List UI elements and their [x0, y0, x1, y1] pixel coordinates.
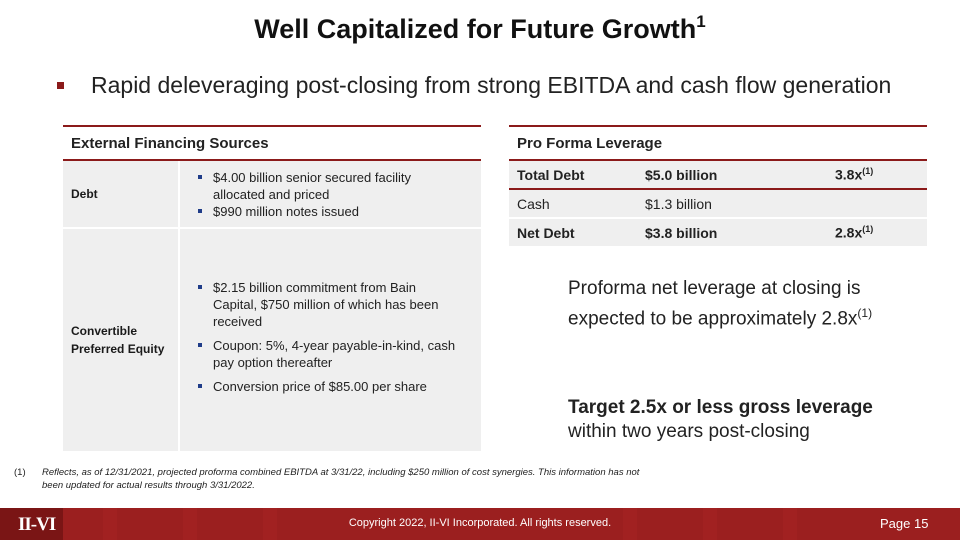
row-amount: $3.8 billion: [645, 224, 718, 241]
row-amount: $5.0 billion: [645, 166, 718, 183]
net-leverage-note: Proforma net leverage at closing is expe…: [568, 278, 873, 330]
table-row: Convertible Preferred Equity $2.15 billi…: [63, 229, 481, 451]
list-item: $2.15 billion commitment from Bain Capit…: [198, 279, 457, 330]
footer-pattern: [63, 508, 960, 540]
headline-bullet: Rapid deleveraging post-closing from str…: [57, 72, 891, 99]
row-label: Debt: [63, 161, 180, 227]
list-item: $4.00 billion senior secured facility al…: [198, 169, 457, 203]
row-multiple: 3.8x(1): [835, 166, 874, 183]
row-multiple: 2.8x(1): [835, 224, 874, 241]
footnote-text: Reflects, as of 12/31/2021, projected pr…: [42, 467, 640, 491]
square-bullet-icon: [198, 342, 202, 347]
square-bullet-icon: [198, 284, 202, 289]
page-number: Page 15: [880, 516, 929, 531]
footnote: (1) Reflects, as of 12/31/2021, projecte…: [14, 466, 654, 492]
external-financing-header: External Financing Sources: [63, 125, 481, 161]
square-bullet-icon: [198, 208, 202, 213]
row-content: $4.00 billion senior secured facility al…: [180, 161, 481, 227]
row-label: Cash: [517, 195, 550, 212]
row-label: Convertible Preferred Equity: [63, 229, 180, 451]
square-bullet-icon: [57, 82, 64, 89]
square-bullet-icon: [198, 174, 202, 179]
footnote-number: (1): [14, 467, 26, 478]
list-item: Conversion price of $85.00 per share: [198, 378, 457, 395]
table-row: Cash $1.3 billion: [509, 190, 927, 219]
copyright-text: Copyright 2022, II-VI Incorporated. All …: [348, 517, 612, 529]
pro-forma-leverage-table: Pro Forma Leverage Total Debt $5.0 billi…: [509, 125, 927, 246]
list-item: Coupon: 5%, 4-year payable-in-kind, cash…: [198, 337, 457, 371]
pro-forma-header: Pro Forma Leverage: [509, 125, 927, 161]
row-amount: $1.3 billion: [645, 195, 712, 212]
external-financing-table: External Financing Sources Debt $4.00 bi…: [63, 125, 481, 451]
company-logo: II-VI: [18, 514, 56, 535]
square-bullet-icon: [198, 383, 202, 388]
headline-text: Rapid deleveraging post-closing from str…: [91, 72, 892, 98]
table-row: Total Debt $5.0 billion 3.8x(1): [509, 161, 927, 190]
row-content: $2.15 billion commitment from Bain Capit…: [180, 229, 481, 451]
table-row: Net Debt $3.8 billion 2.8x(1): [509, 219, 927, 246]
list-item: $990 million notes issued: [198, 203, 457, 220]
footer-bar: II-VI Copyright 2022, II-VI Incorporated…: [0, 508, 960, 540]
table-row: Debt $4.00 billion senior secured facili…: [63, 161, 481, 229]
logo-box: [0, 508, 63, 540]
row-label: Net Debt: [517, 224, 575, 241]
target-leverage-note: Target 2.5x or less gross leverage withi…: [568, 397, 873, 442]
page-title: Well Capitalized for Future Growth1: [254, 12, 706, 44]
row-label: Total Debt: [517, 166, 585, 183]
